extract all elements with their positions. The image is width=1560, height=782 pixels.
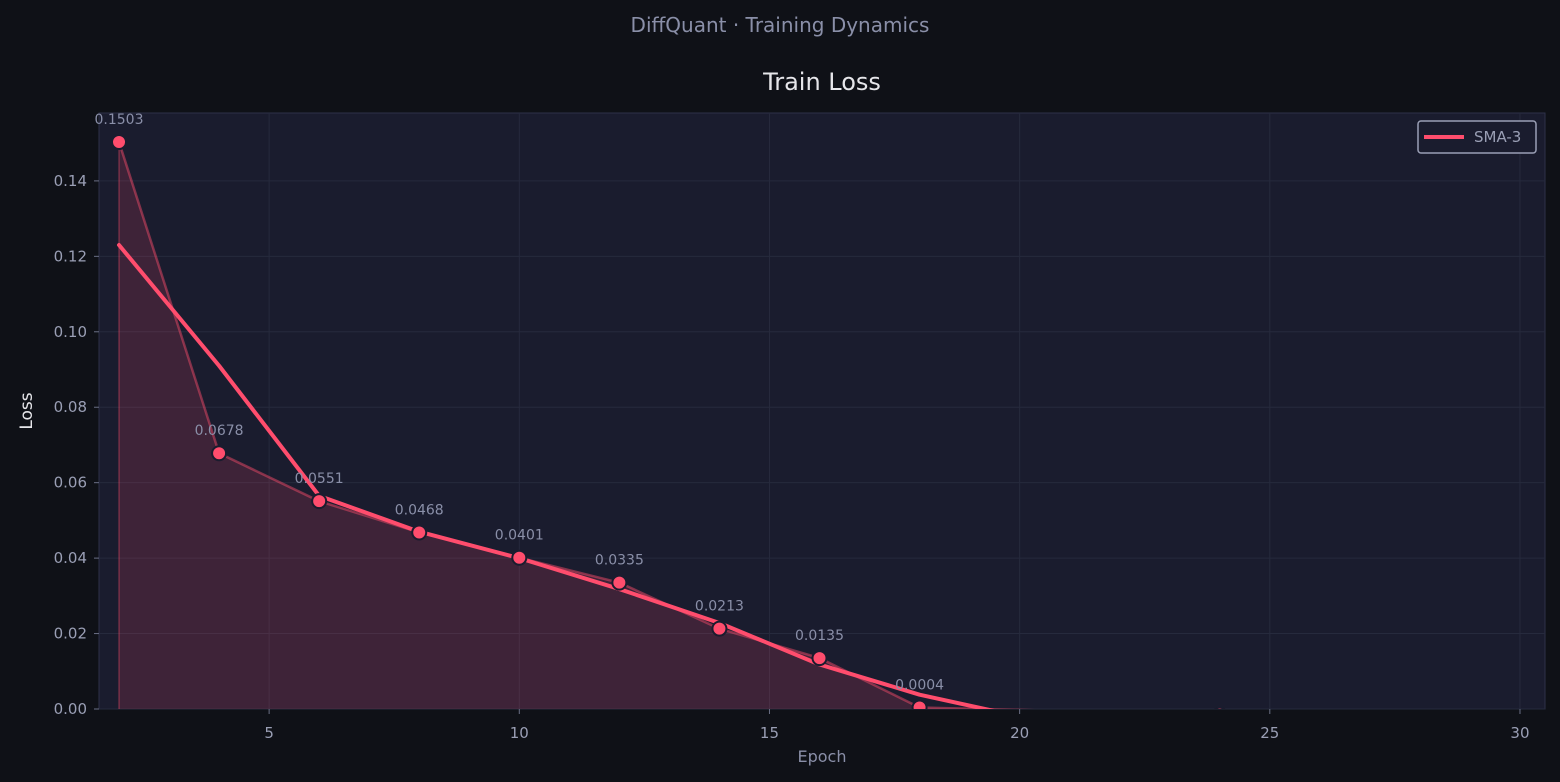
x-tick-label: 15 (760, 724, 779, 742)
data-label: 0.0551 (295, 471, 344, 487)
data-point (1214, 706, 1226, 709)
data-label: 0.0335 (595, 553, 644, 569)
data-point (611, 574, 628, 591)
x-axis-label: Epoch (798, 747, 847, 766)
y-tick-label: 0.14 (54, 172, 87, 190)
y-tick-label: 0.02 (54, 625, 87, 643)
legend-box (1417, 120, 1537, 154)
y-tick-label: 0.12 (54, 247, 87, 265)
x-tick-label: 10 (510, 724, 529, 742)
data-label: 0.0468 (395, 502, 444, 518)
x-tick-label: 25 (1260, 724, 1279, 742)
chart-title: Train Loss (762, 68, 881, 96)
grid (99, 113, 1545, 710)
x-tick-label: 20 (1010, 724, 1029, 742)
data-label: 0.0004 (895, 677, 944, 693)
data-point (411, 524, 428, 541)
data-point (511, 549, 528, 566)
sma-3-line (117, 243, 995, 709)
data-point (211, 445, 228, 462)
raw-loss-line (117, 141, 1036, 709)
plot-area (98, 112, 1546, 710)
y-tick-label: 0.08 (54, 398, 87, 416)
data-point (711, 620, 728, 637)
raw-area-fill (119, 142, 1220, 709)
axes: 5 10 15 20 25 30 0.00 0.02 0.04 0.06 0.08 0.10 0.12 0… (54, 112, 1530, 742)
data-point (811, 650, 828, 667)
y-tick-label: 0.10 (54, 323, 87, 341)
data-label: 0.0213 (695, 599, 744, 615)
data-point (111, 134, 128, 151)
data-label: 0.0401 (495, 528, 544, 544)
y-tick-label: 0.00 (54, 700, 87, 718)
legend-entry-sma-3: SMA-3 (1474, 128, 1521, 146)
y-axis-label: Loss (17, 392, 37, 429)
legend: SMA-3 (1417, 120, 1537, 154)
plot-marks (111, 134, 1226, 709)
data-point (311, 493, 328, 510)
y-tick-label: 0.04 (54, 549, 87, 567)
data-point (911, 699, 928, 709)
x-tick-label: 5 (264, 724, 274, 742)
y-tick-label: 0.06 (54, 474, 87, 492)
data-label: 0.0678 (195, 423, 244, 439)
data-label: 0.1503 (95, 112, 144, 128)
data-label: 0.0135 (795, 628, 844, 644)
x-tick-label: 30 (1510, 724, 1529, 742)
chart-suptitle: DiffQuant · Training Dynamics (631, 13, 930, 37)
